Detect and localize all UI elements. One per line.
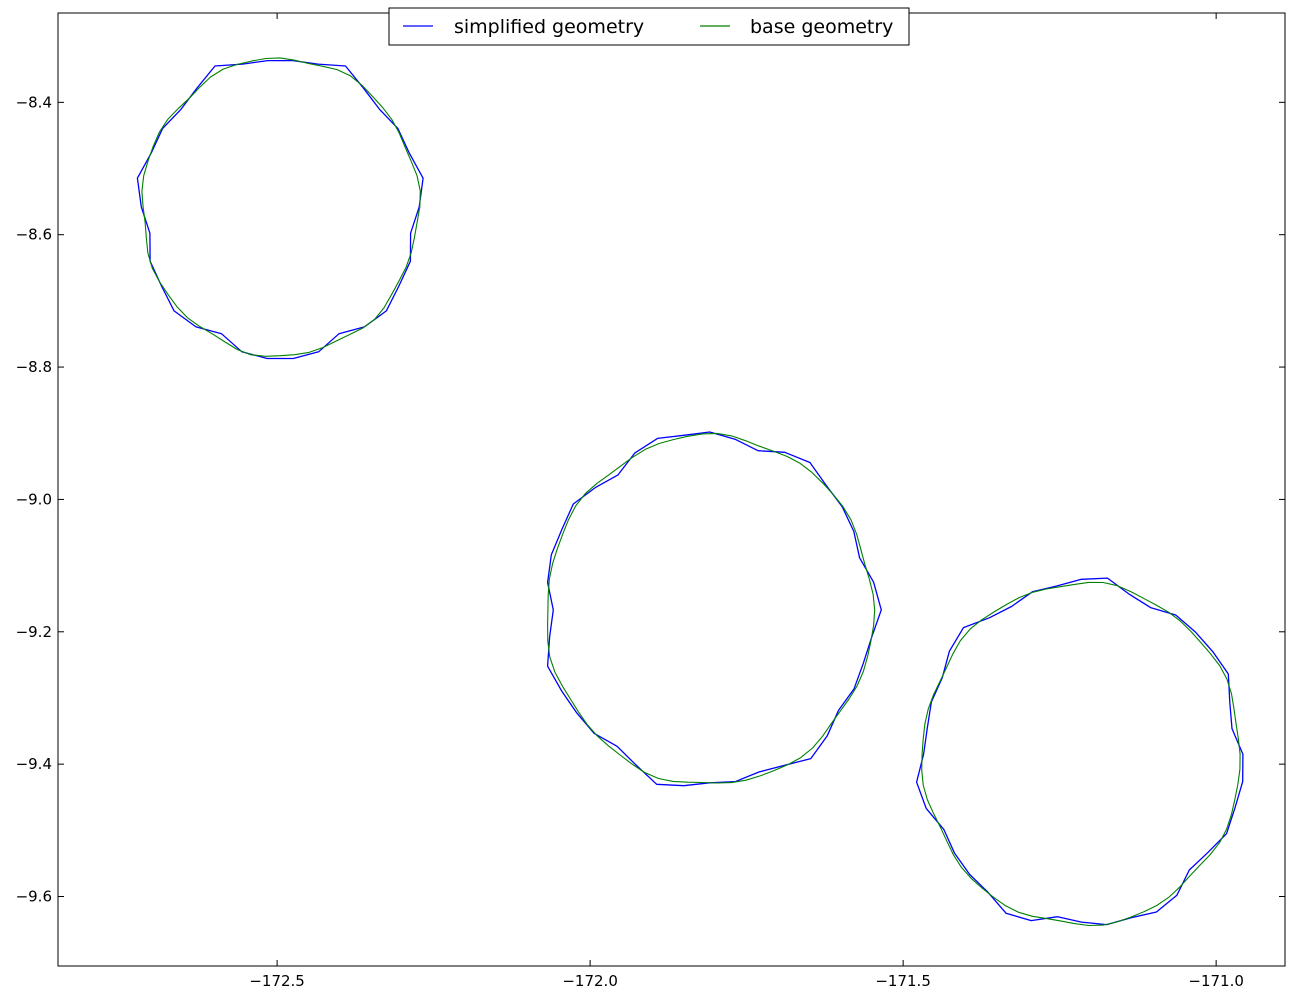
series-1-polygon-2: [921, 581, 1241, 927]
y-tick-label-0: −8.4: [16, 93, 52, 111]
x-tick-label-1: −172.0: [562, 972, 618, 990]
y-tick-label-4: −9.2: [16, 623, 52, 641]
series-layer: [136, 57, 1244, 927]
legend-label-base: base geometry: [750, 16, 893, 38]
x-tick-label-2: −171.5: [875, 972, 931, 990]
series-1-polygon-0: [141, 57, 421, 357]
series-1-polygon-1: [547, 432, 876, 784]
tick-layer: −172.5 −172.0 −171.5 −171.0 −8.4 −8.6 −8.8 −9.0…: [16, 13, 1285, 990]
y-tick-label-5: −9.4: [16, 755, 52, 773]
series-0-polygon-0: [136, 59, 424, 360]
legend-frame: [388, 7, 910, 46]
legend-label-simplified: simplified geometry: [454, 16, 644, 38]
x-tick-label-3: −171.0: [1188, 972, 1244, 990]
y-tick-label-1: −8.6: [16, 226, 52, 244]
y-tick-label-2: −8.8: [16, 358, 52, 376]
series-0-polygon-1: [546, 431, 882, 787]
y-tick-label-3: −9.0: [16, 490, 52, 508]
series-0-polygon-2: [915, 577, 1244, 926]
legend: simplified geometry base geometry: [388, 7, 910, 46]
x-tick-label-0: −172.5: [249, 972, 305, 990]
y-tick-label-6: −9.6: [16, 888, 52, 906]
